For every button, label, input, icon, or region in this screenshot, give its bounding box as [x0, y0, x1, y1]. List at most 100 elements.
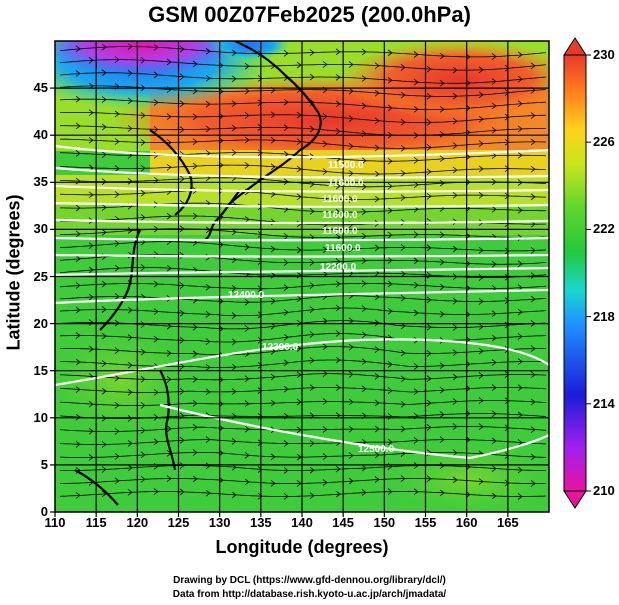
coastline-honshu: [227, 149, 301, 206]
wind-arrow: [478, 66, 484, 74]
wind-arrow: [335, 330, 341, 337]
wind-arrow: [361, 208, 367, 216]
wind-arrow: [361, 305, 367, 313]
wind-arrow: [309, 73, 315, 81]
wind-arrow: [244, 112, 250, 119]
wind-arrow: [361, 385, 367, 393]
wind-arrow: [400, 91, 406, 99]
wind-arrow: [465, 410, 471, 417]
streamline: [60, 478, 546, 484]
wind-arrow: [504, 247, 510, 255]
wind-arrow: [244, 162, 250, 169]
wind-arrow: [517, 151, 523, 159]
wind-arrow: [231, 75, 237, 83]
wind-arrow: [374, 195, 380, 203]
y-tick-label: 35: [33, 174, 48, 190]
wind-arrow: [387, 182, 393, 190]
wind-arrow: [413, 363, 419, 370]
y-tick-marks: [50, 87, 55, 513]
wind-arrow: [348, 61, 354, 68]
wind-arrow: [114, 347, 120, 354]
wind-arrow: [491, 359, 497, 366]
wind-arrow: [322, 317, 328, 325]
wind-arrow: [179, 45, 185, 53]
wind-arrow: [309, 492, 315, 499]
wind-arrow: [530, 480, 536, 487]
streamline: [59, 98, 547, 110]
wind-arrow: [322, 479, 328, 486]
wind-arrow: [400, 118, 406, 126]
wind-arrow: [439, 489, 445, 497]
wind-arrow: [348, 170, 354, 177]
wind-arrow: [439, 386, 445, 394]
wind-arrow: [309, 259, 315, 266]
wind-arrow: [530, 247, 536, 254]
wind-arrow: [114, 138, 120, 145]
wind-arrow: [192, 350, 198, 358]
wind-arrow: [322, 195, 328, 203]
wind-arrow: [114, 56, 120, 63]
wind-arrow: [257, 387, 263, 394]
wind-arrow: [335, 208, 341, 216]
wind-arrow: [75, 230, 81, 238]
streamline: [59, 439, 547, 445]
colorbar-tick-label: 230: [593, 47, 615, 62]
wind-arrow: [374, 244, 380, 252]
wind-arrow: [205, 47, 211, 55]
wind-arrow: [140, 451, 146, 459]
wind-arrow: [452, 373, 458, 381]
wind-arrow: [283, 50, 289, 57]
wind-arrow: [400, 425, 406, 433]
wind-arrow: [491, 384, 497, 391]
wind-arrow: [101, 466, 107, 473]
wind-arrow: [465, 79, 471, 87]
wind-arrow: [257, 311, 263, 319]
wind-arrow: [361, 489, 367, 496]
wind-arrow: [452, 166, 458, 174]
geopotential-contours: [55, 144, 549, 460]
wind-arrow: [270, 111, 276, 119]
wind-arrow: [348, 142, 354, 150]
y-tick-label: 20: [33, 315, 48, 331]
wind-arrow: [270, 373, 276, 381]
wind-arrow: [127, 306, 133, 314]
coastline-china: [99, 229, 141, 331]
wind-arrow: [374, 451, 380, 459]
wind-arrow: [114, 240, 120, 247]
wind-arrow: [335, 182, 341, 190]
wind-arrow: [452, 66, 458, 74]
wind-arrow: [439, 258, 445, 266]
wind-arrow: [530, 371, 536, 379]
wind-arrow: [530, 165, 536, 173]
colorbar-scale: [563, 54, 587, 492]
wind-arrow: [504, 192, 510, 200]
wind-arrow: [75, 358, 81, 366]
wind-arrow: [452, 423, 458, 430]
wind-arrow: [478, 397, 484, 404]
streamline: [59, 359, 547, 368]
contour-label: 12300.0: [262, 342, 299, 353]
wind-arrow: [270, 136, 276, 144]
contour-label: 11600.0: [322, 194, 358, 205]
wind-arrow: [257, 149, 263, 157]
wind-arrow: [153, 488, 159, 495]
wind-arrow: [296, 426, 302, 434]
wind-arrow: [192, 423, 198, 431]
wind-arrow: [348, 477, 354, 485]
wind-arrow: [491, 205, 497, 213]
wind-arrow: [452, 142, 458, 149]
wind-arrow: [205, 364, 211, 371]
wind-arrow: [166, 376, 172, 383]
wind-arrow: [75, 45, 81, 53]
wind-arrow: [114, 428, 120, 435]
wind-arrow: [166, 475, 172, 482]
wind-arrow: [153, 438, 159, 446]
wind-arrow: [114, 401, 120, 409]
x-tick-label: 115: [85, 515, 107, 530]
contour-label: 12200.0: [320, 262, 357, 273]
wind-arrow: [491, 410, 497, 418]
wind-arrow: [530, 453, 536, 461]
wind-arrow: [140, 264, 146, 271]
streamline: [59, 254, 547, 265]
wind-arrow: [452, 192, 458, 199]
